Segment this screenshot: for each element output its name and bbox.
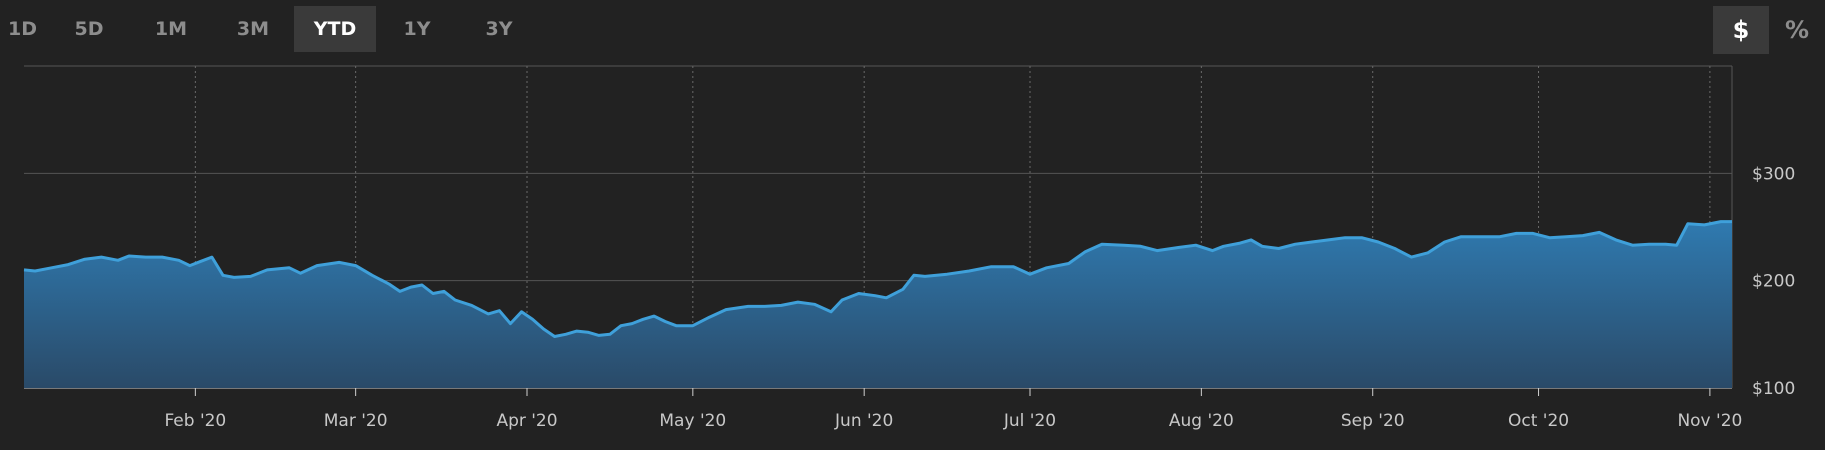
y-tick-label: $300 xyxy=(1752,164,1795,184)
range-tab-3y[interactable]: 3Y xyxy=(485,18,513,40)
x-tick-label: Oct '20 xyxy=(1508,411,1569,431)
price-area-fill xyxy=(24,221,1732,388)
range-tab-1m[interactable]: 1M xyxy=(154,18,188,40)
range-tab-1y[interactable]: 1Y xyxy=(403,18,431,40)
x-tick-label: Aug '20 xyxy=(1169,411,1234,431)
y-tick-label: $200 xyxy=(1752,272,1795,292)
range-tabs: 1D 5D 1M 3M YTD 1Y 3Y xyxy=(0,6,540,52)
dollar-unit-button[interactable]: $ xyxy=(1713,6,1769,54)
x-tick-label: Jul '20 xyxy=(1003,411,1056,431)
range-tab-5d[interactable]: 5D xyxy=(74,18,104,40)
x-tick-label: Mar '20 xyxy=(324,411,388,431)
x-tick-label: May '20 xyxy=(659,411,726,431)
x-tick-label: Jun '20 xyxy=(834,411,893,431)
range-tab-3m[interactable]: 3M xyxy=(236,18,270,40)
x-tick-label: Apr '20 xyxy=(496,411,557,431)
chart-toolbar: 1D 5D 1M 3M YTD 1Y 3Y $% xyxy=(0,0,1825,56)
range-tab-ytd[interactable]: YTD xyxy=(294,6,376,52)
range-tab-1d[interactable]: 1D xyxy=(8,18,37,40)
y-axis-labels: $100 $200 $300 xyxy=(1752,164,1795,399)
x-tick-label: Feb '20 xyxy=(164,411,226,431)
x-tick-label: Nov '20 xyxy=(1677,411,1742,431)
percent-unit-button[interactable]: % xyxy=(1784,16,1810,44)
price-line[interactable] xyxy=(23,220,1732,338)
x-axis-labels: Feb '20 Mar '20 Apr '20 May '20 Jun '20 Jul '… xyxy=(164,411,1742,431)
x-tick-label: Sep '20 xyxy=(1341,411,1405,431)
y-tick-label: $100 xyxy=(1752,379,1795,399)
unit-toggle: $% xyxy=(1713,6,1825,54)
